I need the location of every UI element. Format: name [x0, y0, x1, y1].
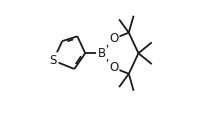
Text: S: S	[49, 54, 57, 67]
Text: B: B	[98, 47, 106, 60]
Text: O: O	[109, 32, 118, 45]
Text: O: O	[109, 61, 118, 74]
